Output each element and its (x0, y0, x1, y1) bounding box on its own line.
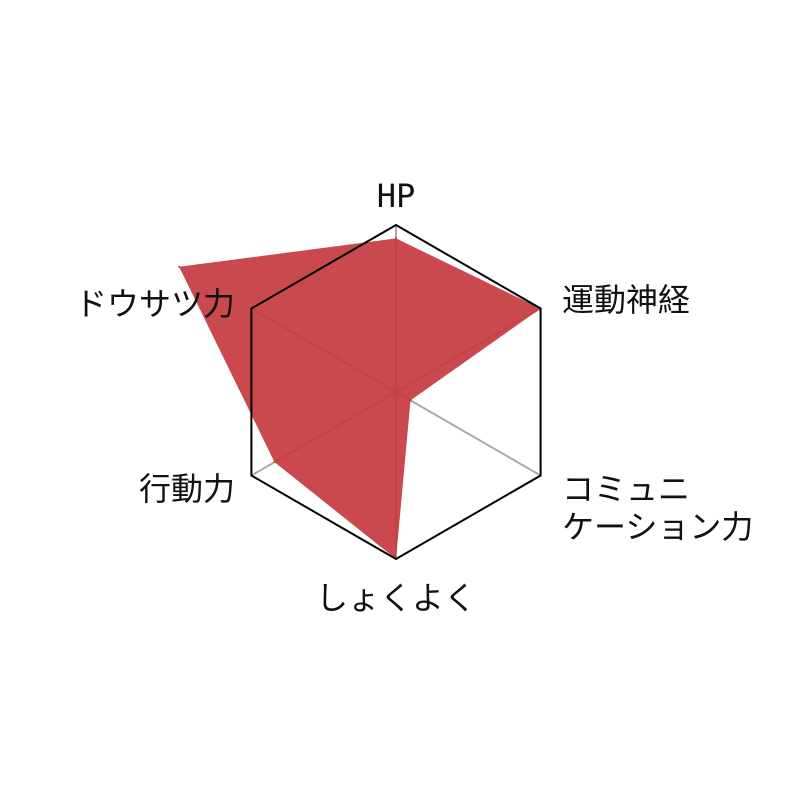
radar-axis-label-line: ドウサツ力 (75, 285, 235, 323)
radar-data-point (273, 461, 276, 464)
radar-axis-label-line: 行動力 (139, 470, 235, 508)
radar-data-point (409, 399, 412, 402)
radar-axis-label-line: コミュニ (562, 470, 690, 508)
radar-outline-group (250, 223, 542, 561)
radar-series-polygon (179, 238, 541, 559)
radar-data-point (178, 265, 181, 268)
radar-axis-label-line: 運動神経 (562, 281, 690, 319)
radar-axis-label: しょくよく (316, 579, 476, 617)
radar-data-point (395, 237, 397, 240)
radar-axis-label: HP (377, 177, 416, 215)
radar-axis-label: コミュニケーション力 (562, 470, 753, 546)
radar-spoke (395, 391, 542, 477)
radar-axis-label-line: しょくよく (316, 579, 476, 617)
radar-axis-label: 運動神経 (562, 281, 690, 319)
radar-axis-label: ドウサツ力 (75, 285, 235, 323)
radar-axis-label: 行動力 (139, 470, 235, 508)
radar-axis-label-line: HP (377, 177, 416, 215)
radar-axis-label-line: ケーション力 (562, 508, 753, 546)
radar-outline (250, 223, 542, 561)
